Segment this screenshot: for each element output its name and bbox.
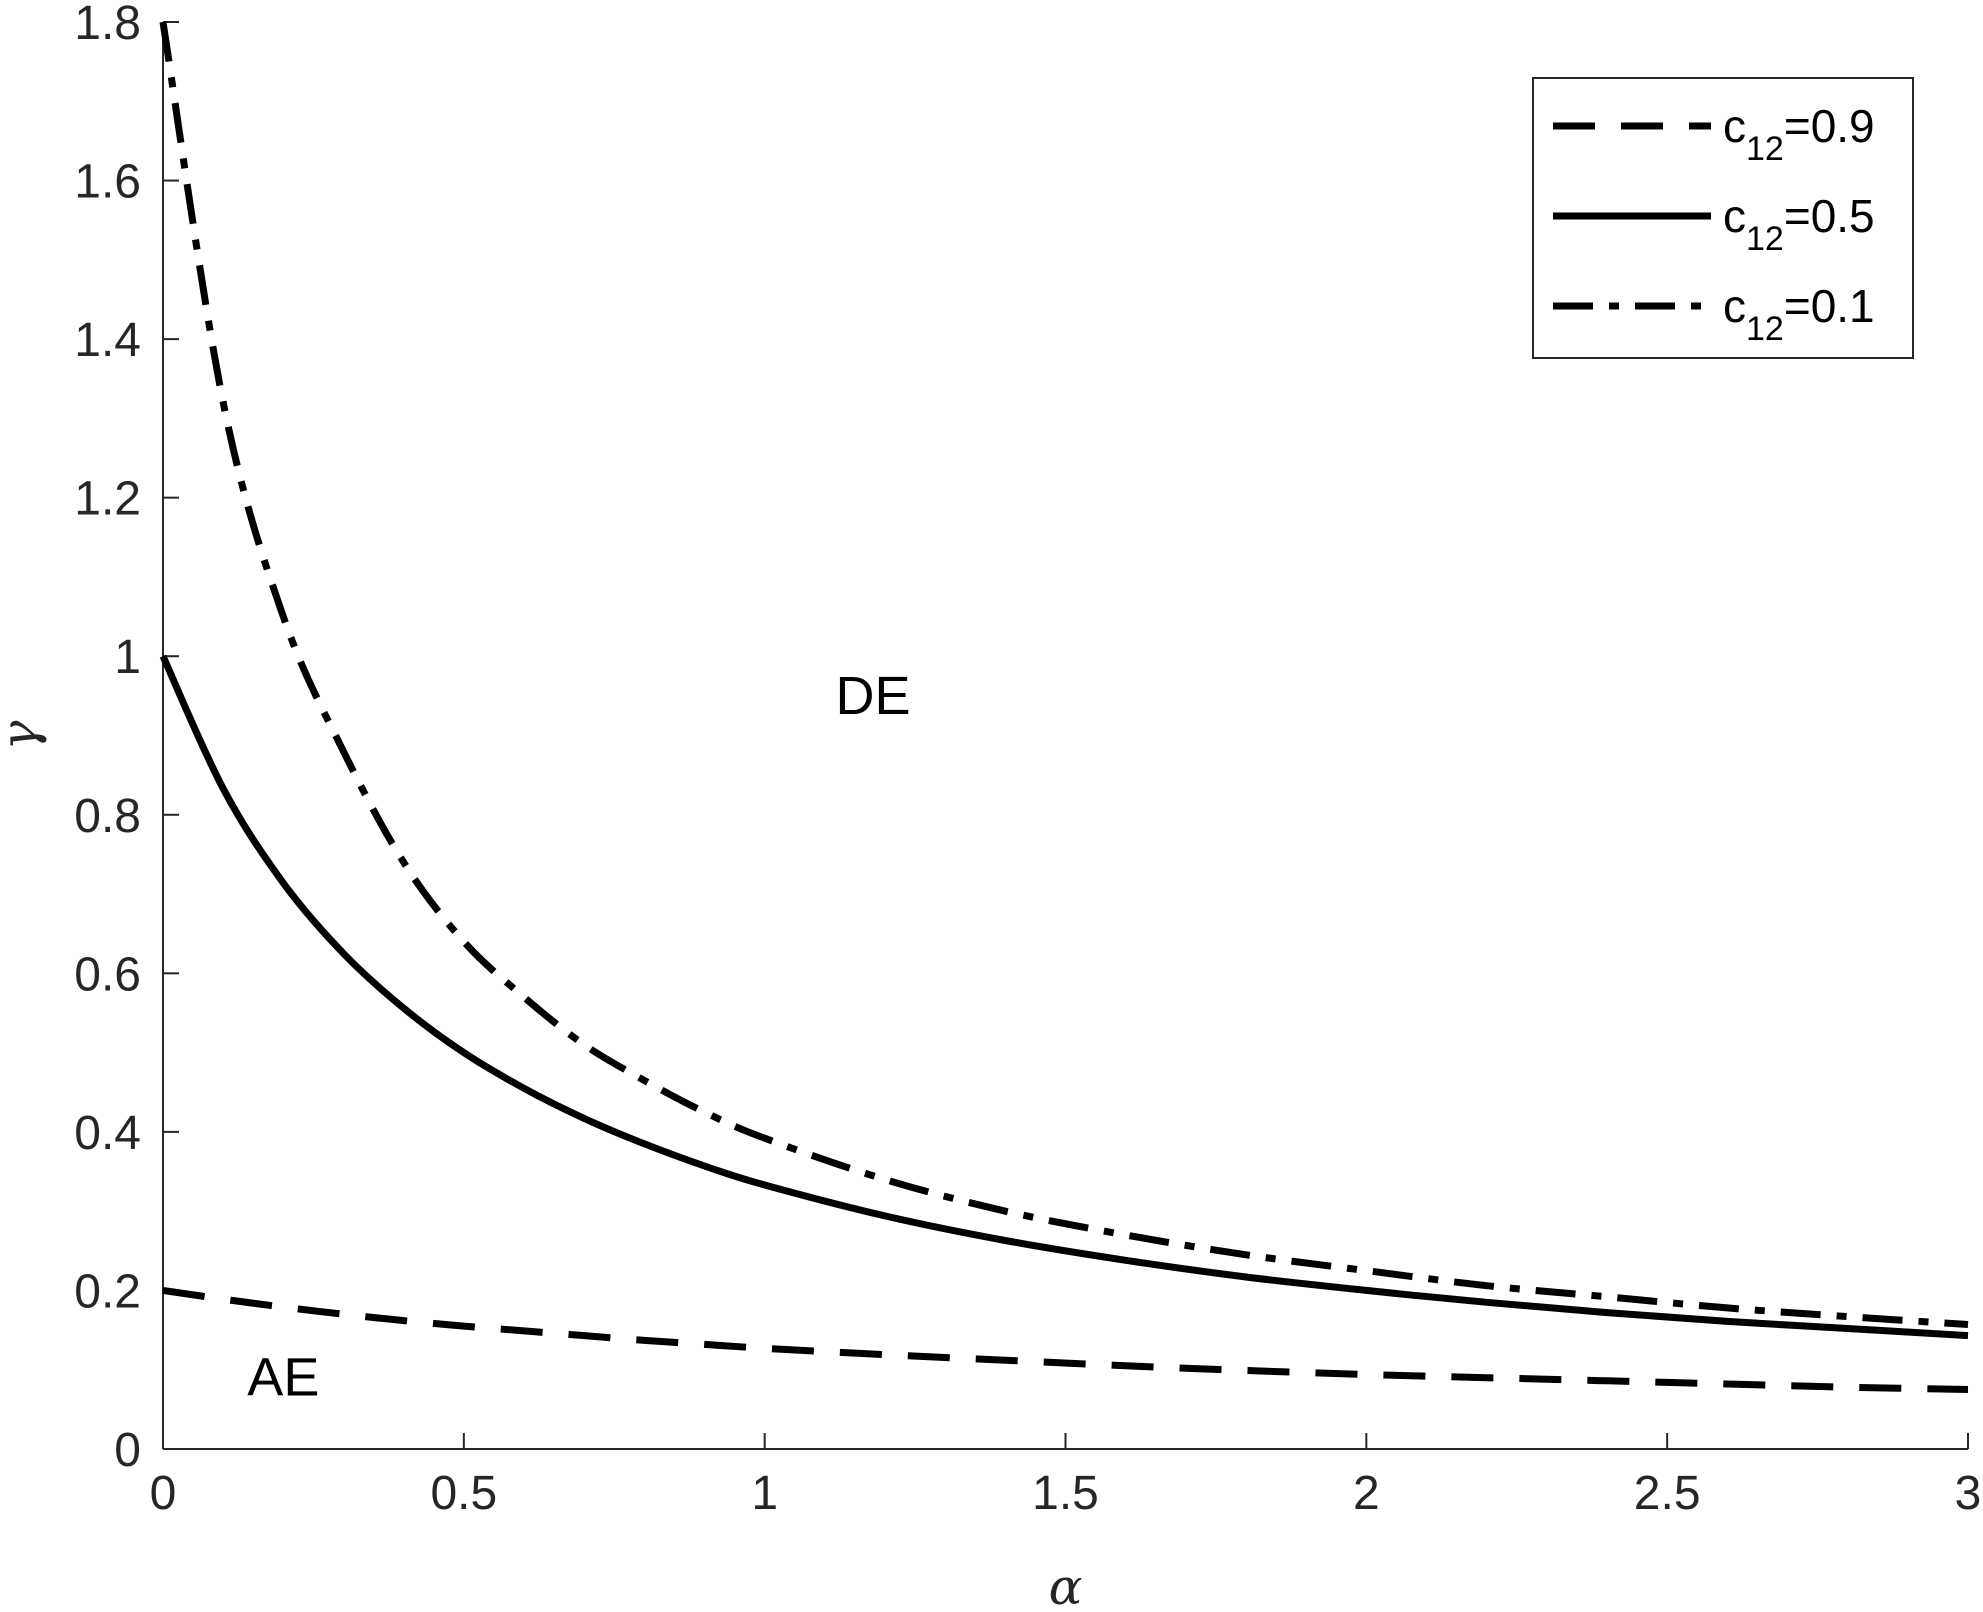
y-tick-label: 0.2 xyxy=(74,1265,141,1318)
y-tick-label: 0.4 xyxy=(74,1107,141,1160)
legend-label-value: =0.5 xyxy=(1784,190,1875,242)
x-tick-label: 0.5 xyxy=(430,1467,497,1520)
y-tick-label: 0 xyxy=(114,1424,141,1477)
x-tick-label: 1.5 xyxy=(1032,1467,1099,1520)
legend-label-base: c xyxy=(1723,190,1746,242)
legend-label-subscript: 12 xyxy=(1746,310,1784,348)
legend-label: c12=0.5 xyxy=(1723,190,1875,258)
legend-label: c12=0.1 xyxy=(1723,280,1875,348)
x-tick-label: 2 xyxy=(1353,1467,1380,1520)
region-label: AE xyxy=(247,1348,319,1408)
x-tick-label: 2.5 xyxy=(1634,1467,1701,1520)
series-line-solid xyxy=(159,654,1969,1340)
series-line-dashdot xyxy=(159,21,1969,1328)
legend-label-value: =0.1 xyxy=(1784,280,1875,332)
y-axis-label: γ xyxy=(0,720,48,750)
legend-label-subscript: 12 xyxy=(1746,130,1784,168)
series-line-dashed xyxy=(162,1286,1969,1393)
legend-label-subscript: 12 xyxy=(1746,220,1784,258)
x-tick-label: 3 xyxy=(1955,1467,1982,1520)
y-tick-label: 1.2 xyxy=(74,473,141,526)
region-label: DE xyxy=(835,666,910,726)
y-tick-label: 0.8 xyxy=(74,790,141,843)
legend-label-base: c xyxy=(1723,280,1746,332)
series-layer xyxy=(159,21,1969,1393)
y-tick-label: 1.8 xyxy=(74,0,141,50)
y-tick-label: 1.4 xyxy=(74,314,141,367)
x-tick-label: 0 xyxy=(150,1467,177,1520)
x-tick-label: 1 xyxy=(751,1467,778,1520)
annotations: DE AE xyxy=(247,666,910,1408)
legend-label: c12=0.9 xyxy=(1723,100,1875,168)
legend-label-value: =0.9 xyxy=(1784,100,1875,152)
x-axis-label: α xyxy=(1049,1558,1083,1612)
y-tick-label: 0.6 xyxy=(74,948,141,1001)
y-tick-label: 1 xyxy=(114,631,141,684)
y-tick-label: 1.6 xyxy=(74,156,141,209)
legend-label-base: c xyxy=(1723,100,1746,152)
